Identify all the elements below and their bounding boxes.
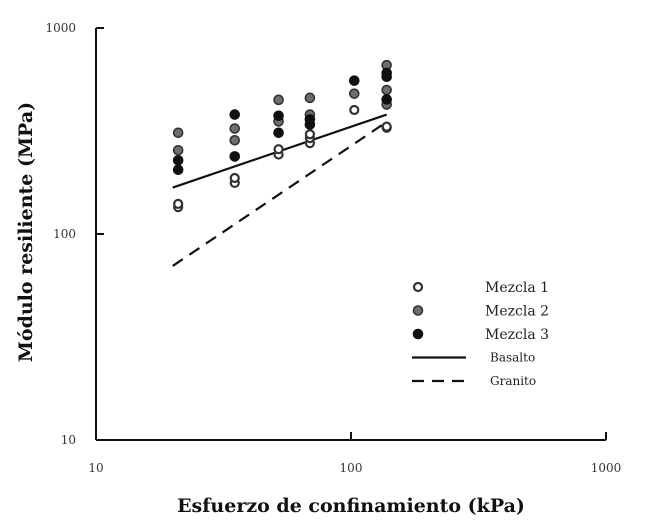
- legend-label-granito: Granito: [490, 374, 536, 388]
- point-mezcla-2: [348, 88, 360, 99]
- legend-label-mezcla-1: Mezcla 1: [485, 280, 549, 296]
- legend-label-basalto: Basalto: [490, 351, 535, 365]
- point-mezcla-3: [381, 67, 392, 79]
- data-points: [172, 59, 392, 213]
- y-tick-label: 10: [61, 433, 76, 447]
- legend: Mezcla 1 Mezcla 2 Mezcla 3 Basalto Granito: [412, 280, 549, 388]
- point-mezcla-2: [172, 144, 184, 156]
- point-mezcla-2: [229, 123, 241, 134]
- point-mezcla-2: [229, 135, 241, 146]
- point-mezcla-2: [273, 94, 284, 106]
- point-mezcla-2: [381, 84, 392, 96]
- legend-swatch-mezcla-3: [412, 328, 424, 340]
- point-mezcla-2: [172, 127, 184, 139]
- legend-label-mezcla-2: Mezcla 2: [485, 304, 549, 320]
- x-tick-label: 100: [340, 461, 363, 475]
- point-mezcla-1: [173, 198, 184, 209]
- point-mezcla-1: [349, 104, 360, 116]
- point-mezcla-3: [304, 114, 316, 125]
- point-mezcla-1: [229, 172, 240, 184]
- point-mezcla-2: [304, 92, 316, 104]
- point-mezcla-3: [348, 75, 360, 86]
- y-axis-title: Módulo resiliente (MPa): [15, 102, 37, 362]
- line-granito: [172, 121, 388, 267]
- x-axis-title: Esfuerzo de confinamiento (kPa): [177, 495, 525, 517]
- point-mezcla-3: [229, 109, 241, 120]
- point-mezcla-1: [381, 121, 392, 132]
- legend-label-mezcla-3: Mezcla 3: [485, 327, 549, 343]
- point-mezcla-3: [172, 164, 184, 176]
- point-mezcla-3: [273, 127, 284, 139]
- point-mezcla-3: [273, 110, 284, 122]
- legend-swatch-mezcla-1: [412, 281, 424, 293]
- x-tick-label: 10: [88, 461, 103, 475]
- ticks: 10 100 1000 10 100 1000: [45, 21, 621, 475]
- x-tick-label: 1000: [591, 461, 622, 475]
- point-mezcla-1: [304, 129, 316, 140]
- point-mezcla-3: [381, 94, 392, 105]
- point-mezcla-3: [229, 151, 241, 162]
- point-mezcla-3: [172, 154, 184, 166]
- y-tick-label: 1000: [45, 21, 76, 35]
- y-tick-label: 100: [53, 227, 76, 241]
- legend-swatch-mezcla-2: [412, 305, 424, 316]
- point-mezcla-1: [273, 144, 284, 155]
